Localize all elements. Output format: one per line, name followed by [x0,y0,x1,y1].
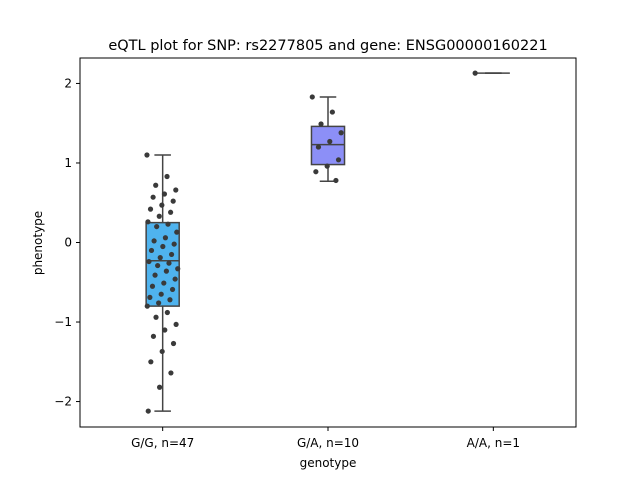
data-point [338,130,344,136]
data-point [144,152,150,158]
data-point [148,359,154,365]
plot-area: −2 −1 0 1 2 G/G, n=47 G/A, n=10 A/A, n=1 [54,57,577,450]
data-point [164,173,170,180]
data-point [309,94,315,100]
data-point [327,138,333,145]
data-point [145,219,151,225]
data-point [315,144,322,150]
data-point [159,348,165,355]
data-point [148,247,155,254]
data-point [173,187,179,193]
data-point [162,235,169,241]
data-point [335,157,342,163]
data-point [172,276,178,282]
y-tick-label: 0 [64,236,72,250]
data-point [159,202,165,208]
data-point [146,258,152,265]
data-point [155,262,161,269]
data-point [144,303,150,309]
data-point [166,260,172,266]
data-point [150,194,156,200]
data-point [324,163,330,169]
data-point [153,314,159,320]
data-point [150,333,157,339]
data-point [164,309,170,316]
data-point [333,177,339,184]
data-point [170,340,177,347]
data-point [153,182,159,188]
data-point [173,321,179,328]
data-point [170,198,176,204]
data-point [167,297,173,303]
data-point [157,255,163,261]
data-point [329,109,335,115]
data-point [472,70,478,76]
data-point [152,272,158,278]
data-point [175,266,181,272]
y-tick-label: −2 [54,395,72,409]
data-point [158,291,164,297]
data-point [168,209,174,215]
data-point [161,280,167,286]
x-tick-label: A/A, n=1 [467,436,520,450]
chart-title: eQTL plot for SNP: rs2277805 and gene: E… [108,38,547,54]
y-tick-label: 1 [64,156,72,170]
data-point [174,229,180,235]
iqr-box [145,221,180,307]
y-axis-label: phenotype [31,211,45,275]
data-point [168,251,175,258]
data-point [154,223,160,230]
data-point [156,213,162,219]
box-group [145,154,180,412]
data-point [171,241,177,247]
data-point [165,221,171,227]
data-point [163,268,169,274]
data-point [168,370,174,376]
data-point [318,121,324,127]
data-point [149,283,156,289]
y-tick-label: 2 [64,76,72,90]
data-point [145,408,151,414]
data-point [169,286,176,293]
data-point [160,243,166,250]
y-tick-label: −1 [54,315,72,329]
x-tick-label: G/A, n=10 [297,436,359,450]
data-point [156,300,162,306]
data-point [147,294,153,300]
x-axis-label: genotype [300,456,357,470]
data-point [313,169,319,175]
data-point [161,191,168,197]
data-point [156,384,163,390]
data-point [162,327,168,333]
data-point [147,206,154,212]
x-tick-label: G/G, n=47 [131,436,194,450]
data-point [151,238,157,244]
